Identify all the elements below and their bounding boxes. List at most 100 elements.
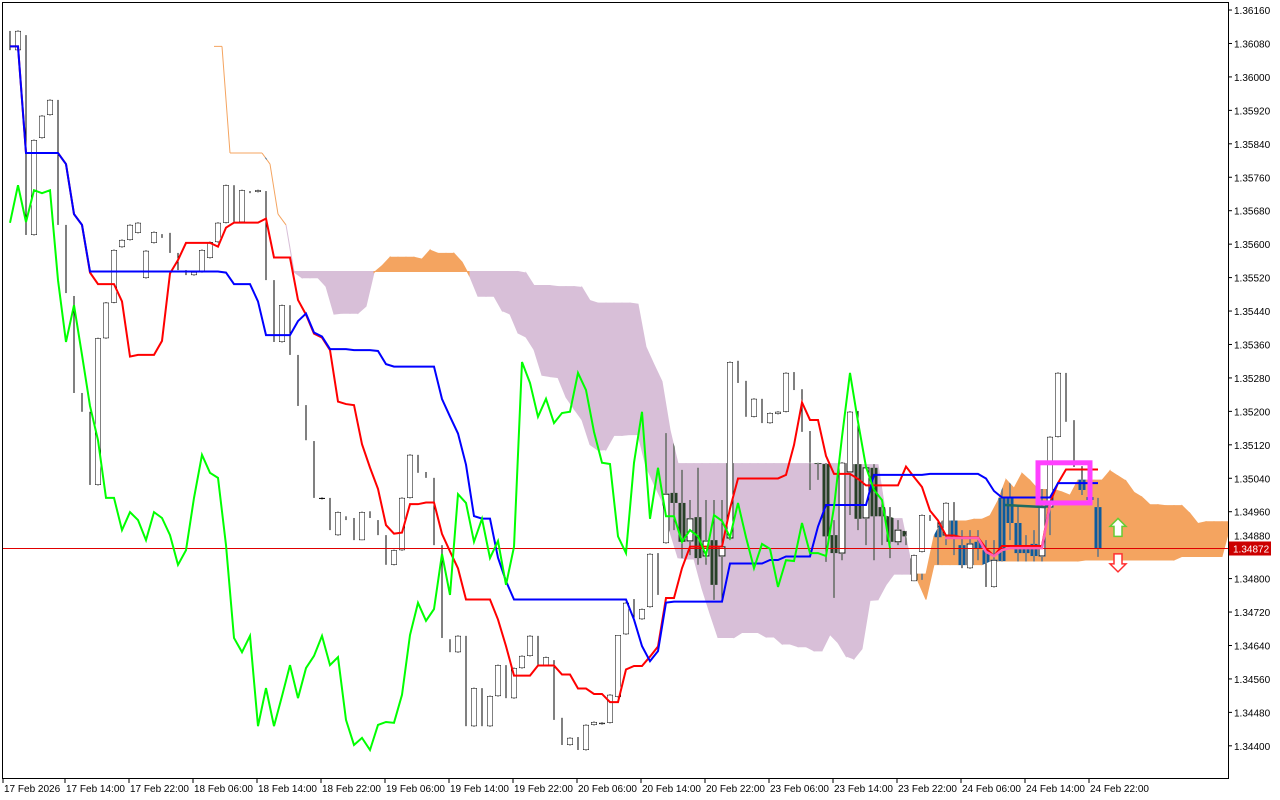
candle-body-bearish (86, 411, 94, 485)
current-price-tag: 1.34872 (1229, 541, 1271, 556)
candle-body-bearish (678, 502, 686, 542)
candle-body-bullish (591, 721, 597, 725)
candle (382, 527, 390, 574)
candle (486, 680, 494, 753)
candle (934, 500, 942, 565)
candle (182, 262, 190, 291)
cloud-segment (1157, 504, 1167, 561)
candle-body-bearish (534, 635, 542, 666)
cloud-segment (621, 302, 631, 436)
cloud-segment (1213, 521, 1223, 557)
candle-body-bullish (919, 515, 925, 552)
candle (662, 433, 670, 661)
candle-body-bullish (567, 737, 573, 745)
candle (254, 161, 262, 222)
candle-body-bullish (1047, 436, 1053, 508)
candle-body-bearish (502, 665, 510, 699)
candle (270, 260, 278, 360)
candle (462, 635, 470, 773)
plot-area[interactable] (3, 28, 1280, 773)
candle-body-outline (1054, 372, 1062, 438)
candle (854, 392, 862, 531)
candle (590, 706, 598, 740)
candle-body-bearish (558, 717, 566, 745)
cloud-segment (517, 270, 527, 338)
candle (350, 497, 358, 546)
candle (430, 466, 438, 561)
candle-body-outline (142, 250, 150, 279)
candle-body-bullish (727, 362, 733, 539)
cloud-segment (613, 302, 623, 436)
candle-body-outline (526, 635, 534, 657)
candle-body-bullish (119, 239, 125, 248)
candle-body-outline (750, 398, 758, 418)
candle (638, 579, 646, 628)
candle (1030, 530, 1038, 595)
time-tick-label: 19 Feb 06:00 (386, 784, 445, 795)
price-axis[interactable]: 1.36160 1.36080 1.36000 1.35920 1.35840 1.357… (1228, 6, 1271, 753)
candle-body-bearish (446, 639, 454, 653)
candle-body-bullish (407, 454, 413, 498)
candle-body-bullish (911, 555, 917, 582)
candle (902, 520, 910, 546)
candle-body-outline (590, 721, 598, 726)
arrow-down-icon (1108, 553, 1128, 573)
candle (286, 265, 294, 358)
candle-body-bullish (143, 250, 149, 279)
cloud-segment (573, 286, 583, 422)
cloud-segment (797, 463, 807, 648)
candle-body-bearish (870, 467, 878, 517)
cloud-segment (1053, 488, 1063, 562)
candle (358, 497, 366, 541)
price-tick-label: 1.35200 (1234, 407, 1271, 418)
candle-body-bearish (294, 354, 302, 406)
candle-body-bearish (422, 471, 430, 478)
time-tick-label: 23 Feb 06:00 (770, 784, 829, 795)
candle (742, 375, 750, 432)
candle-body-bearish (22, 35, 30, 235)
candle (390, 548, 398, 579)
candle-body-outline (662, 493, 670, 544)
candle (134, 194, 142, 245)
price-tick-label: 1.34560 (1234, 675, 1271, 686)
time-tick-label: 18 Feb 06:00 (194, 784, 253, 795)
candle (374, 505, 382, 547)
candle (366, 510, 374, 533)
candle-body-outline (966, 543, 974, 569)
price-tick-label: 1.35760 (1234, 173, 1271, 184)
candle-body-outline (838, 462, 846, 554)
time-tick-label: 17 Feb 14:00 (66, 784, 125, 795)
candle-body-bearish (262, 191, 270, 281)
candle-body-bullish (215, 222, 221, 243)
candle-body-outline (518, 655, 526, 669)
price-tick-label: 1.34400 (1234, 742, 1271, 753)
cloud-segment (333, 271, 343, 315)
cloud-segment (389, 256, 399, 273)
candle (822, 459, 830, 562)
price-tick-label: 1.35120 (1234, 441, 1271, 452)
cloud-segment (773, 463, 783, 646)
candle (478, 673, 486, 750)
kijun-sen-line (10, 45, 1098, 663)
candle (1054, 344, 1062, 441)
candle (310, 431, 318, 511)
price-tick-label: 1.34960 (1234, 508, 1271, 519)
time-tick-label: 20 Feb 14:00 (642, 784, 701, 795)
candle (950, 489, 958, 556)
candle (470, 606, 478, 743)
current-price-tag-bg (1229, 541, 1271, 556)
candle (646, 550, 654, 643)
time-tick-label: 18 Feb 22:00 (322, 784, 381, 795)
candle-body-bullish (487, 696, 493, 727)
highlight-box (1035, 460, 1093, 506)
price-tick-label: 1.34800 (1234, 575, 1271, 586)
time-axis[interactable]: 17 Feb 2026 17 Feb 14:00 17 Feb 22:00 18 Fe… (2, 778, 1149, 795)
candle (1094, 497, 1102, 557)
candle (518, 607, 526, 672)
candle (238, 185, 246, 225)
time-tick-label: 24 Feb 22:00 (1090, 784, 1149, 795)
candle (294, 343, 302, 445)
cloud-segment (1117, 475, 1127, 561)
price-tick-label: 1.35920 (1234, 106, 1271, 117)
